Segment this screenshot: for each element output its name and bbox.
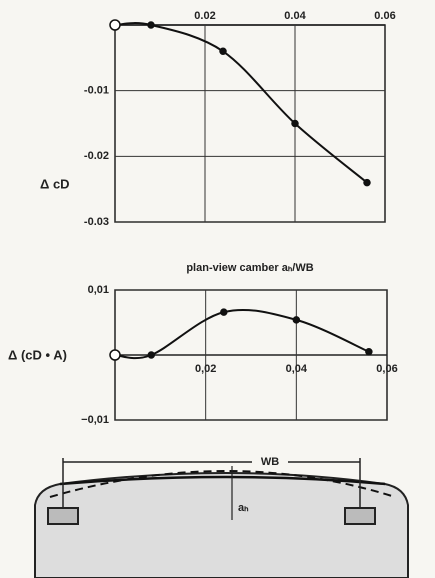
- data-point: [147, 21, 155, 29]
- wheel-left: [47, 507, 79, 525]
- data-point: [219, 47, 227, 56]
- y-tick-label: -0.03: [84, 216, 109, 228]
- car-body: [34, 472, 409, 578]
- data-point: [147, 351, 156, 359]
- wb-label: WB: [261, 456, 279, 468]
- data-point: [220, 308, 228, 316]
- y-tick-label: -0.02: [84, 150, 109, 162]
- y-tick-label: −0,01: [81, 414, 109, 426]
- x-tick-label: 0.04: [284, 10, 306, 22]
- cambered-line: [49, 470, 396, 498]
- data-point: [365, 348, 373, 356]
- data-point: [292, 316, 301, 324]
- y-tick-label: -0.01: [84, 85, 109, 97]
- data-point: [109, 19, 121, 31]
- plot-frame: [114, 24, 386, 223]
- y-tick-label: 0,01: [88, 284, 109, 296]
- x-tick-label: 0,04: [286, 363, 308, 375]
- label-bg: [252, 454, 288, 470]
- data-point: [109, 349, 121, 361]
- roof-line: [59, 475, 386, 486]
- x-tick-label: 0.06: [374, 10, 395, 22]
- y-axis-label: Δ (cD • A): [8, 347, 67, 362]
- y-axis-label: Δ cD: [40, 176, 70, 191]
- height-label: aₕ: [238, 502, 249, 514]
- x-tick-label: 0,02: [195, 363, 216, 375]
- x-tick-label: 0,06: [376, 363, 397, 375]
- data-point: [363, 178, 371, 187]
- data-point: [291, 119, 299, 128]
- data-line: [114, 22, 368, 184]
- data-line: [114, 308, 370, 360]
- x-axis-label: plan-view camber aₕ/WB: [186, 262, 313, 274]
- car-diagram: WB aₕ: [34, 454, 409, 578]
- x-tick-label: 0.02: [194, 10, 215, 22]
- wheel-right: [344, 507, 376, 525]
